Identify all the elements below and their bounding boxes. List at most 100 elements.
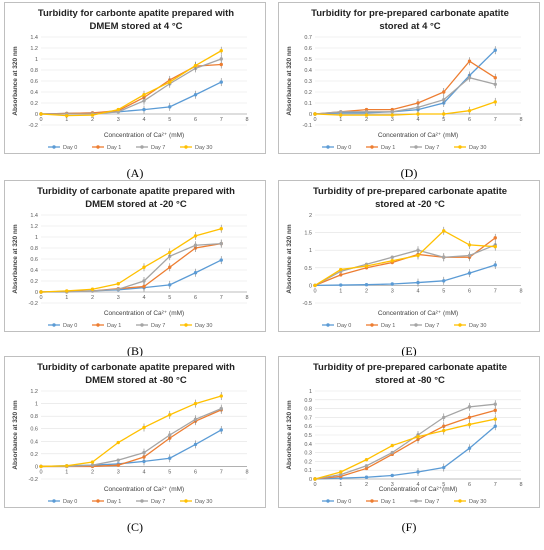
x-tick-label: 0	[39, 469, 42, 475]
y-tick-label: 0.4	[30, 90, 38, 96]
legend-label: Day 7	[425, 323, 439, 329]
legend-marker	[326, 499, 330, 503]
x-tick-label: 5	[442, 117, 445, 123]
y-axis-label: Absorbance at 320 nm	[12, 46, 19, 116]
x-tick-label: 8	[519, 117, 522, 123]
data-point	[142, 284, 146, 289]
x-tick-label: 8	[519, 288, 522, 294]
data-point	[390, 443, 394, 448]
data-point	[467, 415, 472, 420]
x-tick-label: 1	[339, 288, 342, 294]
data-point	[442, 465, 446, 470]
data-point	[467, 243, 472, 247]
chart-svg: Turbidity of carbonate apatite prepared …	[12, 362, 249, 505]
chart-title: stored at -20 °C	[375, 199, 445, 210]
data-point	[467, 422, 472, 427]
data-point	[116, 440, 120, 445]
x-tick-label: 2	[365, 117, 368, 123]
x-tick-label: 1	[339, 482, 342, 488]
data-point	[390, 110, 394, 114]
legend-marker	[326, 323, 330, 327]
x-tick-label: 2	[365, 288, 368, 294]
data-point	[313, 283, 317, 288]
chart-title: stored at 4 °C	[379, 21, 440, 32]
y-tick-label: 0.2	[30, 452, 38, 458]
data-point	[442, 98, 446, 102]
x-tick-label: 4	[416, 288, 419, 294]
x-tick-label: 5	[168, 469, 171, 475]
data-point	[219, 394, 223, 398]
chart-title: DMEM stored at 4 °C	[89, 21, 182, 32]
data-point	[168, 105, 172, 109]
data-point	[416, 112, 420, 116]
chart-title: Turbidity for carbonte apatite prepared …	[38, 8, 234, 19]
data-point	[339, 470, 343, 474]
data-point	[364, 457, 369, 462]
data-point	[493, 236, 497, 240]
data-point	[467, 109, 472, 113]
chart-title: Turbidity of carbonate apatite prepared …	[37, 186, 235, 197]
data-point	[219, 80, 223, 84]
data-point	[493, 263, 497, 267]
data-point	[193, 417, 198, 421]
legend-marker	[458, 499, 462, 503]
data-point	[467, 59, 472, 63]
legend-label: Day 30	[195, 145, 212, 151]
legend-marker	[96, 145, 100, 149]
chart-panel: Turbidity of pre-prepared carbonate apat…	[278, 356, 540, 508]
data-point	[65, 113, 69, 118]
legend-label: Day 30	[469, 145, 486, 151]
data-point	[390, 255, 394, 259]
y-tick-label: 0.4	[304, 68, 312, 74]
series-line	[314, 49, 496, 115]
data-point	[142, 107, 146, 112]
data-point	[142, 99, 146, 103]
y-tick-label: 0.3	[304, 79, 312, 85]
panel-label: (B)	[127, 344, 143, 358]
chart-svg: Turbidity for pre-prepared carbonate apa…	[286, 8, 523, 151]
data-point	[467, 405, 472, 409]
y-tick-label: 0.3	[304, 451, 312, 457]
panel-label: (E)	[401, 344, 417, 358]
data-point	[339, 283, 343, 287]
legend-label: Day 1	[107, 145, 121, 151]
legend-label: Day 1	[107, 323, 121, 329]
data-point	[442, 279, 446, 283]
x-axis-label: Concentration of Ca²⁺(mM)	[379, 486, 458, 493]
legend-label: Day 7	[425, 499, 439, 505]
legend-label: Day 30	[469, 323, 486, 329]
data-point	[416, 105, 420, 110]
x-tick-label: 8	[245, 469, 248, 475]
series-line	[314, 244, 496, 286]
data-point	[364, 464, 369, 468]
data-point	[142, 455, 146, 459]
data-point	[116, 282, 120, 286]
data-point	[90, 113, 95, 117]
legend-label: Day 30	[469, 499, 486, 505]
data-point	[142, 93, 146, 97]
data-point	[219, 428, 223, 432]
data-point	[116, 107, 120, 112]
x-tick-label: 7	[494, 482, 497, 488]
x-tick-label: 5	[442, 482, 445, 488]
y-axis-label: Absorbance at 320 nm	[12, 224, 19, 294]
y-tick-label: -0.2	[29, 301, 38, 307]
series-line	[314, 101, 496, 116]
series-line	[314, 230, 496, 286]
chart-title: DMEM stored at -80 °C	[85, 375, 187, 386]
legend-label: Day 0	[63, 145, 77, 151]
y-tick-label: 1	[35, 57, 38, 63]
data-point	[65, 464, 69, 468]
series-line	[314, 60, 496, 115]
data-point	[364, 264, 369, 268]
x-tick-label: 1	[65, 469, 68, 475]
y-tick-label: 0	[35, 112, 38, 118]
x-tick-label: 3	[117, 117, 120, 123]
series-line	[40, 81, 222, 115]
x-tick-label: 6	[468, 117, 471, 123]
legend-label: Day 0	[337, 145, 351, 151]
y-tick-label: 0.8	[304, 407, 312, 413]
y-tick-label: 0.4	[304, 442, 312, 448]
x-tick-label: 8	[245, 295, 248, 301]
chart-title: Turbidity of pre-prepared carbonate apat…	[313, 362, 507, 373]
